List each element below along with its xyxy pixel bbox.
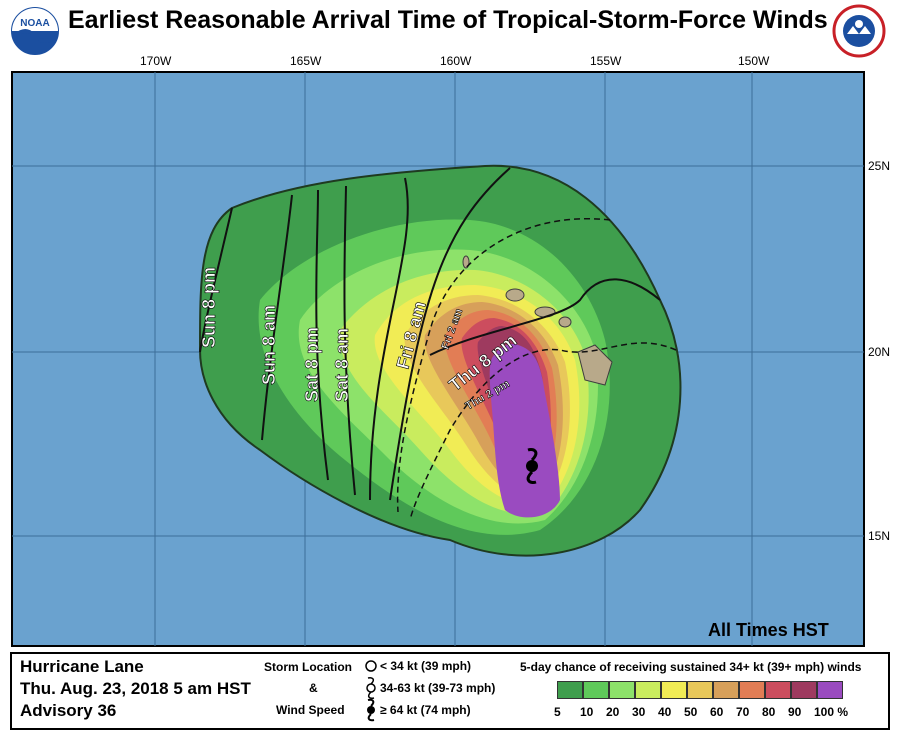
probability-tick: 90 (788, 705, 802, 719)
label-sun-8pm: Sun 8 pm (199, 267, 219, 348)
probability-swatch (765, 681, 791, 699)
amp-label: & (309, 681, 318, 695)
contour-sun-8am (261, 194, 293, 441)
probability-swatch (583, 681, 609, 699)
probability-tick: 100 % (814, 705, 849, 719)
wind-speed-label: Wind Speed (276, 703, 345, 717)
label-sun-8am: Sun 8 am (259, 305, 279, 385)
lat-label: 25N (868, 159, 891, 173)
contour-fri-8am (369, 177, 409, 501)
probability-swatch (817, 681, 843, 699)
lon-label: 150W (738, 54, 770, 68)
open-circle-icon (365, 660, 377, 672)
tropical-storm-icon (366, 677, 376, 699)
category-label: ≥ 64 kt (74 mph) (380, 703, 471, 717)
probability-tick: 80 (762, 705, 776, 719)
forecast-map: Sun 8 pm Sun 8 am Sat 8 pm Sat 8 am Fri … (11, 71, 865, 647)
hurricane-icon (526, 448, 538, 484)
contour-fri-8am-2 (389, 167, 511, 501)
hawaiian-islands (462, 255, 613, 386)
issue-time: Thu. Aug. 23, 2018 5 am HST (20, 679, 251, 698)
noaa-logo: NOAA (9, 5, 61, 57)
probability-tick: 70 (736, 705, 750, 719)
contour-sat-8am (343, 185, 356, 496)
nws-logo (832, 4, 886, 58)
contour-fri-2am (396, 218, 611, 513)
category-label: 34-63 kt (39-73 mph) (380, 681, 496, 695)
prob-100 (489, 344, 560, 518)
lon-label: 155W (590, 54, 622, 68)
lon-label: 165W (290, 54, 322, 68)
lon-label: 160W (440, 54, 472, 68)
contour-sat-8pm (315, 189, 329, 481)
probability-tick: 20 (606, 705, 620, 719)
arrival-contours (199, 167, 661, 501)
probability-swatch (661, 681, 687, 699)
probability-swatch (557, 681, 583, 699)
category-label: < 34 kt (39 mph) (380, 659, 472, 673)
probability-title: 5-day chance of receiving sustained 34+ … (520, 660, 862, 674)
contour-sun-8pm (199, 207, 233, 353)
svg-text:NOAA: NOAA (20, 18, 49, 29)
label-sat-8pm: Sat 8 pm (302, 327, 322, 402)
probability-swatch (635, 681, 661, 699)
map-title: Earliest Reasonable Arrival Time of Trop… (68, 6, 828, 34)
storm-location-label: Storm Location (264, 660, 353, 674)
legend-panel: Hurricane Lane Thu. Aug. 23, 2018 5 am H… (10, 652, 890, 730)
probability-tick: 40 (658, 705, 672, 719)
probability-tick: 60 (710, 705, 724, 719)
probability-tick: 30 (632, 705, 646, 719)
lat-label: 20N (868, 345, 891, 359)
probability-swatch (713, 681, 739, 699)
probability-swatch (687, 681, 713, 699)
lat-label: 15N (868, 529, 891, 543)
probability-swatch (609, 681, 635, 699)
contour-thu-8pm (429, 278, 661, 356)
hurricane-icon (367, 698, 375, 722)
probability-tick: 10 (580, 705, 594, 719)
dashed-contours (396, 218, 677, 521)
lon-label: 170W (140, 54, 172, 68)
probability-tick: 5 (554, 705, 561, 719)
advisory-number: Advisory 36 (20, 701, 117, 720)
contour-thu-2pm (409, 342, 677, 521)
probability-swatch (791, 681, 817, 699)
time-zone-note: All Times HST (708, 620, 829, 640)
probability-swatch (739, 681, 765, 699)
label-sat-8am: Sat 8 am (332, 328, 352, 402)
storm-name: Hurricane Lane (20, 657, 144, 676)
probability-tick: 50 (684, 705, 698, 719)
storm-symbols (365, 660, 377, 722)
